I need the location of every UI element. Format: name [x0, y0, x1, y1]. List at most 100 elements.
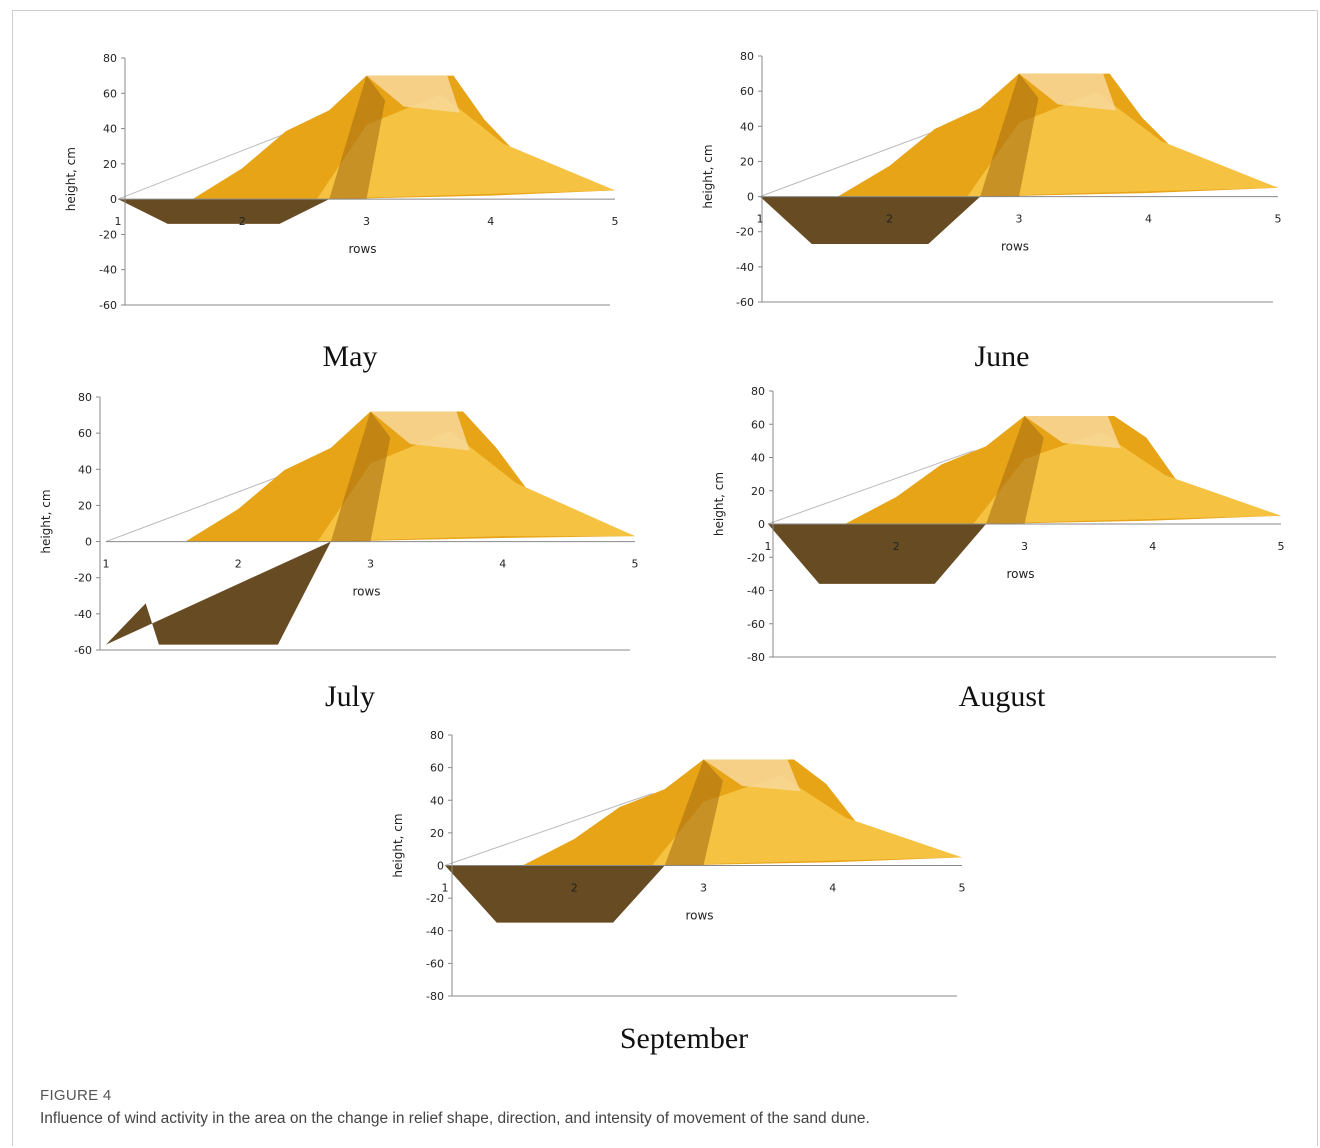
y-axis-label: height, cm	[701, 144, 715, 208]
y-tick-label: 40	[103, 123, 117, 136]
x-tick-label: 2	[893, 540, 900, 553]
surface-front-face	[967, 92, 1278, 197]
y-tick-label: -80	[747, 651, 765, 664]
surface-trough	[118, 199, 330, 224]
y-tick-label: -60	[736, 296, 754, 309]
y-tick-label: 20	[78, 499, 92, 512]
x-tick-label: 3	[1016, 213, 1023, 226]
x-tick-label: 4	[829, 882, 836, 895]
surface-front-face	[651, 775, 962, 866]
chart-september: 80 60 40 20 0 -20 -40 -60 -80 1 2 3 4 5 rows height, cm	[391, 729, 966, 1003]
y-tick-label: -60	[99, 299, 117, 312]
y-tick-label: 60	[78, 427, 92, 440]
y-tick-label: 80	[751, 385, 765, 398]
surface-ridge-shadow	[330, 411, 391, 542]
surface-front-face	[316, 94, 615, 200]
figure-frame	[12, 10, 1318, 1146]
x-tick-label: 1	[103, 558, 110, 571]
y-tick-label: 40	[430, 794, 444, 807]
figure-caption: FIGURE 4 Influence of wind activity in t…	[40, 1087, 1300, 1128]
surface-front-face	[973, 432, 1281, 524]
x-axis-label: rows	[685, 909, 713, 923]
x-axis-label: rows	[352, 585, 380, 599]
chart-july: 80 60 40 20 0 -20 -40 -60 1 2 3 4 5 rows height, cm	[39, 391, 639, 657]
x-tick-label: 2	[886, 213, 893, 226]
y-tick-label: 40	[740, 120, 754, 133]
surface-trough	[106, 541, 331, 645]
y-tick-label: -60	[426, 957, 444, 970]
x-tick-label: 4	[1149, 540, 1156, 553]
y-tick-label: -60	[74, 644, 92, 657]
y-tick-label: -40	[736, 261, 754, 274]
y-tick-label: 60	[103, 87, 117, 100]
y-tick-label: -20	[74, 572, 92, 585]
surface-trough	[445, 865, 665, 923]
y-tick-label: -20	[747, 551, 765, 564]
surface-crest	[370, 411, 470, 451]
surface-ridge-shadow	[329, 75, 386, 200]
x-tick-label: 5	[1278, 540, 1285, 553]
surface-crest	[366, 75, 460, 113]
x-tick-label: 4	[487, 215, 494, 228]
x-tick-label: 1	[757, 213, 764, 226]
x-tick-label: 2	[571, 882, 578, 895]
x-axis-label: rows	[1006, 567, 1034, 581]
chart-title: August	[958, 680, 1046, 713]
x-tick-label: 1	[765, 540, 772, 553]
y-tick-label: -80	[426, 990, 444, 1003]
chart-august: 80 60 40 20 0 -20 -40 -60 -80 1 2 3 4 5 rows height, cm	[712, 385, 1285, 664]
y-tick-label: -20	[426, 892, 444, 905]
y-tick-label: 60	[751, 418, 765, 431]
x-tick-label: 3	[700, 882, 707, 895]
x-tick-label: 5	[632, 558, 639, 571]
x-tick-label: 3	[367, 558, 374, 571]
y-tick-label: -20	[99, 228, 117, 241]
x-tick-label: 5	[1275, 213, 1282, 226]
y-tick-label: 0	[758, 518, 765, 531]
y-tick-label: -40	[747, 585, 765, 598]
chart-may: 80 60 40 20 0 -20 -40 -60 1 2 3 4 5 rows height, cm	[64, 52, 619, 312]
y-axis-label: height, cm	[391, 813, 405, 877]
y-tick-label: 20	[751, 485, 765, 498]
x-tick-label: 3	[363, 215, 370, 228]
surface-ridge-shadow	[980, 73, 1039, 197]
chart-title: July	[324, 680, 375, 713]
x-axis-label: rows	[348, 242, 376, 256]
y-axis-label: height, cm	[64, 147, 78, 211]
y-tick-label: 0	[110, 193, 117, 206]
figure-caption-text: Influence of wind activity in the area o…	[40, 1110, 870, 1127]
y-tick-label: -20	[736, 226, 754, 239]
y-axis-label: height, cm	[712, 472, 726, 536]
surface-ridge-shadow	[664, 759, 723, 866]
x-axis-label: rows	[1001, 240, 1029, 254]
figure-label: FIGURE 4	[40, 1087, 112, 1104]
y-tick-label: 60	[430, 762, 444, 775]
x-tick-label: 2	[235, 558, 242, 571]
y-tick-label: 80	[430, 729, 444, 742]
y-tick-label: 40	[751, 452, 765, 465]
x-tick-label: 1	[442, 882, 449, 895]
surface-front-face	[317, 430, 635, 542]
y-tick-label: 20	[430, 827, 444, 840]
surface-crest	[1019, 73, 1117, 111]
y-tick-label: -40	[99, 264, 117, 277]
y-tick-label: 0	[85, 536, 92, 549]
chart-title: June	[974, 340, 1030, 373]
back-wall-line	[767, 450, 974, 525]
surface-crest	[703, 759, 801, 792]
x-tick-label: 5	[612, 215, 619, 228]
y-tick-label: -40	[426, 925, 444, 938]
x-tick-label: 3	[1021, 540, 1028, 553]
chart-june: 80 60 40 20 0 -20 -40 -60 1 2 3 4 5 rows height, cm	[701, 50, 1282, 309]
surface-trough	[768, 524, 987, 584]
x-tick-label: 2	[239, 215, 246, 228]
x-tick-label: 4	[1145, 213, 1152, 226]
y-tick-label: 60	[740, 85, 754, 98]
y-tick-label: 80	[740, 50, 754, 63]
y-tick-label: 80	[78, 391, 92, 404]
x-tick-label: 1	[115, 215, 122, 228]
y-tick-label: 20	[740, 155, 754, 168]
y-tick-label: 80	[103, 52, 117, 65]
x-tick-label: 4	[499, 558, 506, 571]
